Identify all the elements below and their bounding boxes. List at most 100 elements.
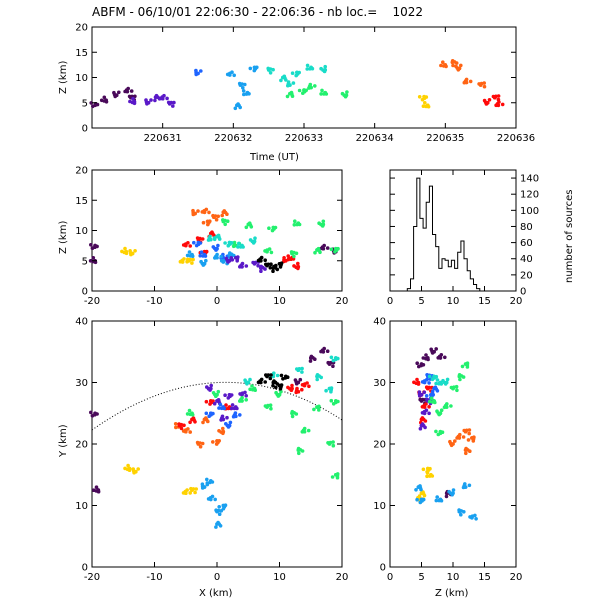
source-point bbox=[482, 81, 487, 85]
source-point bbox=[270, 228, 275, 233]
source-point bbox=[427, 411, 431, 416]
source-point bbox=[473, 513, 477, 518]
histogram-frame bbox=[389, 169, 517, 292]
source-point bbox=[294, 251, 299, 256]
source-point bbox=[205, 385, 209, 389]
y-tick-label: 120 bbox=[520, 190, 539, 201]
x-tick-label: 20 bbox=[510, 296, 523, 307]
source-point bbox=[457, 373, 462, 377]
source-point bbox=[238, 399, 242, 403]
source-point bbox=[235, 259, 239, 263]
source-point bbox=[454, 61, 459, 65]
source-point bbox=[329, 355, 334, 360]
source-point bbox=[247, 92, 251, 96]
source-point bbox=[427, 399, 432, 404]
source-point bbox=[194, 243, 199, 248]
source-point bbox=[268, 265, 273, 270]
source-point bbox=[238, 265, 242, 269]
source-point bbox=[443, 355, 447, 360]
source-point bbox=[294, 412, 299, 416]
source-point bbox=[442, 405, 447, 410]
source-point bbox=[214, 217, 219, 222]
source-point bbox=[302, 426, 307, 431]
source-point bbox=[230, 403, 235, 407]
source-point bbox=[430, 474, 435, 478]
source-point bbox=[448, 439, 452, 444]
source-point bbox=[436, 356, 441, 360]
source-point bbox=[336, 399, 340, 404]
source-point bbox=[269, 373, 273, 377]
source-point bbox=[218, 402, 223, 407]
source-point bbox=[243, 390, 247, 395]
source-point bbox=[273, 225, 278, 230]
source-point bbox=[294, 73, 299, 78]
source-point bbox=[422, 390, 427, 395]
source-point bbox=[294, 381, 299, 386]
source-point bbox=[424, 402, 428, 406]
source-point bbox=[464, 451, 468, 456]
source-point bbox=[276, 394, 281, 398]
source-point bbox=[279, 390, 283, 394]
y-tick-label: 30 bbox=[373, 378, 386, 389]
source-point bbox=[91, 255, 96, 260]
source-point bbox=[99, 98, 104, 103]
source-point bbox=[420, 405, 425, 409]
source-point bbox=[427, 374, 432, 379]
source-point bbox=[248, 377, 252, 382]
source-point bbox=[223, 222, 227, 227]
source-point bbox=[216, 243, 220, 248]
source-point bbox=[436, 432, 441, 437]
source-point bbox=[190, 254, 195, 258]
source-point bbox=[162, 93, 166, 98]
source-point bbox=[259, 269, 263, 274]
source-point bbox=[259, 255, 264, 260]
source-point bbox=[417, 390, 422, 394]
source-point bbox=[124, 251, 129, 256]
source-point bbox=[297, 70, 302, 75]
source-point bbox=[317, 221, 321, 225]
source-point bbox=[322, 346, 327, 351]
source-point bbox=[313, 250, 317, 255]
source-point bbox=[307, 86, 311, 90]
source-point bbox=[279, 383, 284, 387]
x-tick-label: 0 bbox=[387, 296, 393, 307]
source-point bbox=[188, 244, 192, 248]
source-point bbox=[224, 403, 228, 407]
source-point bbox=[193, 420, 197, 424]
source-point bbox=[127, 94, 132, 99]
source-point bbox=[335, 475, 340, 480]
source-point bbox=[439, 63, 443, 68]
source-point bbox=[228, 251, 232, 255]
x-z-points bbox=[88, 207, 340, 274]
source-point bbox=[237, 81, 242, 86]
source-point bbox=[242, 92, 246, 97]
source-point bbox=[415, 377, 419, 382]
source-point bbox=[217, 429, 221, 433]
source-point bbox=[424, 385, 429, 390]
source-point bbox=[129, 89, 134, 93]
source-point bbox=[287, 256, 291, 261]
source-point bbox=[434, 374, 439, 379]
source-point bbox=[267, 226, 271, 230]
source-point bbox=[289, 250, 294, 254]
source-point bbox=[244, 398, 248, 402]
source-point bbox=[217, 512, 222, 516]
source-point bbox=[300, 366, 304, 371]
source-point bbox=[215, 252, 219, 257]
source-point bbox=[300, 449, 305, 453]
source-point bbox=[221, 506, 226, 511]
source-point bbox=[417, 494, 422, 498]
source-point bbox=[251, 260, 255, 265]
source-point bbox=[453, 439, 457, 443]
source-point bbox=[205, 477, 209, 482]
source-point bbox=[415, 361, 420, 366]
x-y-panel: -20 -10 0 10 20 0 10 20 30 40 X (km) Y (km) bbox=[58, 317, 348, 600]
source-point bbox=[300, 387, 304, 392]
source-point bbox=[293, 378, 298, 382]
source-point bbox=[297, 451, 301, 456]
source-point bbox=[471, 439, 476, 443]
source-point bbox=[434, 498, 439, 503]
source-point bbox=[95, 244, 99, 249]
source-point bbox=[266, 66, 271, 71]
